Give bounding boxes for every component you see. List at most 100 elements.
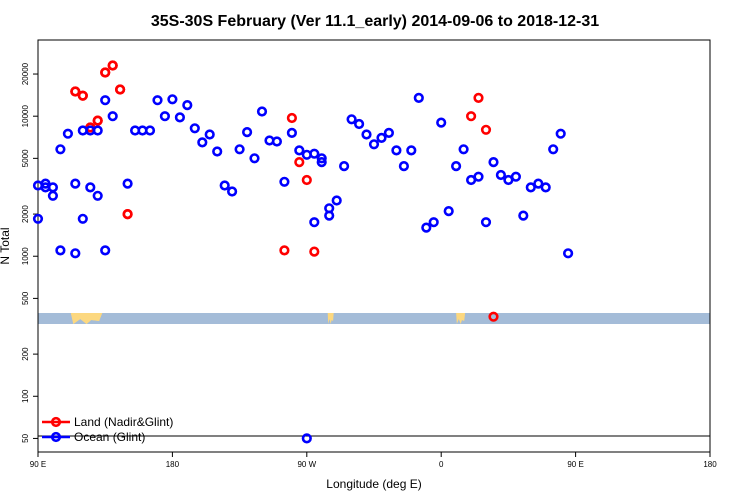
ocean-point [271, 136, 283, 147]
ocean-point [421, 222, 432, 233]
ocean-point [346, 114, 357, 125]
ocean-point [391, 145, 402, 156]
ocean-point [219, 180, 230, 191]
ocean-point [428, 217, 439, 228]
legend-ocean-marker [50, 431, 62, 443]
ocean-point [47, 190, 59, 201]
land-point [279, 245, 290, 256]
x-axis: 90 E 180 90 W 0 90 E 180 [30, 452, 717, 469]
land-point [122, 209, 133, 220]
ocean-point [339, 161, 350, 172]
y-axis: 50 100 200 500 1000 2000 5000 10000 20000 [21, 62, 38, 443]
ocean-point [197, 137, 208, 148]
ocean-point [227, 186, 238, 197]
ocean-point [159, 111, 170, 122]
ocean-point [92, 190, 103, 201]
ocean-point [480, 217, 492, 228]
ocean-point [55, 245, 66, 256]
ocean-point [242, 127, 253, 138]
ocean-point [316, 157, 327, 168]
ocean-point [100, 245, 111, 256]
ocean-point [77, 213, 88, 224]
ocean-point [70, 178, 81, 189]
land-point [480, 124, 492, 135]
band-land [70, 313, 103, 324]
land-point [77, 90, 88, 101]
y-tick-label: 10000 [21, 105, 30, 128]
ocean-point [361, 129, 372, 140]
y-tick-label: 1000 [21, 247, 30, 265]
ocean-point [55, 144, 66, 155]
ocean-point [488, 157, 499, 168]
ocean-point [495, 169, 507, 181]
ocean-point [204, 129, 215, 140]
ocean-point [562, 248, 574, 259]
ocean-point [174, 112, 185, 123]
ocean-point [294, 145, 305, 156]
ocean-point [152, 95, 163, 106]
ocean-point [398, 161, 410, 172]
legend: Land (Nadir&Glint) Ocean (Glint) [42, 415, 173, 444]
land-point [294, 157, 305, 168]
ocean-point [212, 146, 223, 157]
ocean-point [458, 144, 469, 155]
ocean-point [144, 125, 156, 136]
band-land [456, 313, 466, 324]
ocean-point [70, 248, 81, 259]
land-point [466, 111, 477, 122]
x-tick-label: 90 W [297, 460, 316, 469]
ocean-point [107, 111, 118, 122]
ocean-point [92, 125, 103, 136]
y-tick-label: 20000 [21, 62, 30, 85]
land-point [286, 112, 298, 124]
ocean-point [122, 178, 133, 189]
ocean-point [533, 178, 544, 189]
ocean-point [451, 161, 462, 172]
ocean-point [316, 153, 327, 164]
ocean-point [301, 433, 312, 444]
ocean-point [413, 92, 424, 103]
ocean-point [406, 145, 417, 156]
band-land [327, 313, 334, 324]
y-tick-label: 5000 [21, 149, 30, 167]
ocean-point [525, 182, 536, 193]
y-tick-label: 200 [21, 347, 30, 361]
plot-frame [37, 39, 711, 453]
x-tick-label: 180 [166, 460, 180, 469]
ocean-point [309, 217, 320, 228]
ocean-point [62, 128, 73, 139]
ocean-point [324, 210, 335, 221]
x-tick-label: 90 E [567, 460, 583, 469]
ocean-point [40, 182, 51, 193]
x-axis-label: Longitude (deg E) [326, 477, 421, 491]
data-points [32, 60, 574, 444]
ocean-point [189, 123, 200, 134]
y-tick-label: 50 [21, 433, 30, 442]
land-point [309, 246, 320, 257]
band-ocean [38, 313, 710, 324]
ocean-point [354, 118, 365, 130]
land-point [301, 174, 312, 186]
ocean-point [256, 106, 268, 117]
ocean-point [473, 171, 484, 182]
legend-ocean-label: Ocean (Glint) [74, 430, 145, 444]
ocean-point [436, 117, 447, 128]
land-point [70, 86, 81, 97]
ocean-point [279, 176, 290, 187]
ocean-point [540, 182, 551, 193]
ocean-point [518, 210, 529, 221]
ocean-point [100, 95, 111, 106]
ocean-point [167, 94, 178, 105]
legend-land-label: Land (Nadir&Glint) [74, 415, 173, 429]
ocean-point [249, 153, 260, 164]
x-tick-label: 180 [703, 460, 717, 469]
ocean-point [555, 128, 566, 139]
x-tick-label: 90 E [30, 460, 46, 469]
ocean-point [85, 182, 96, 193]
y-tick-label: 100 [21, 389, 30, 403]
ocean-point [383, 127, 395, 138]
land-point [92, 115, 103, 126]
ocean-point [443, 206, 454, 217]
